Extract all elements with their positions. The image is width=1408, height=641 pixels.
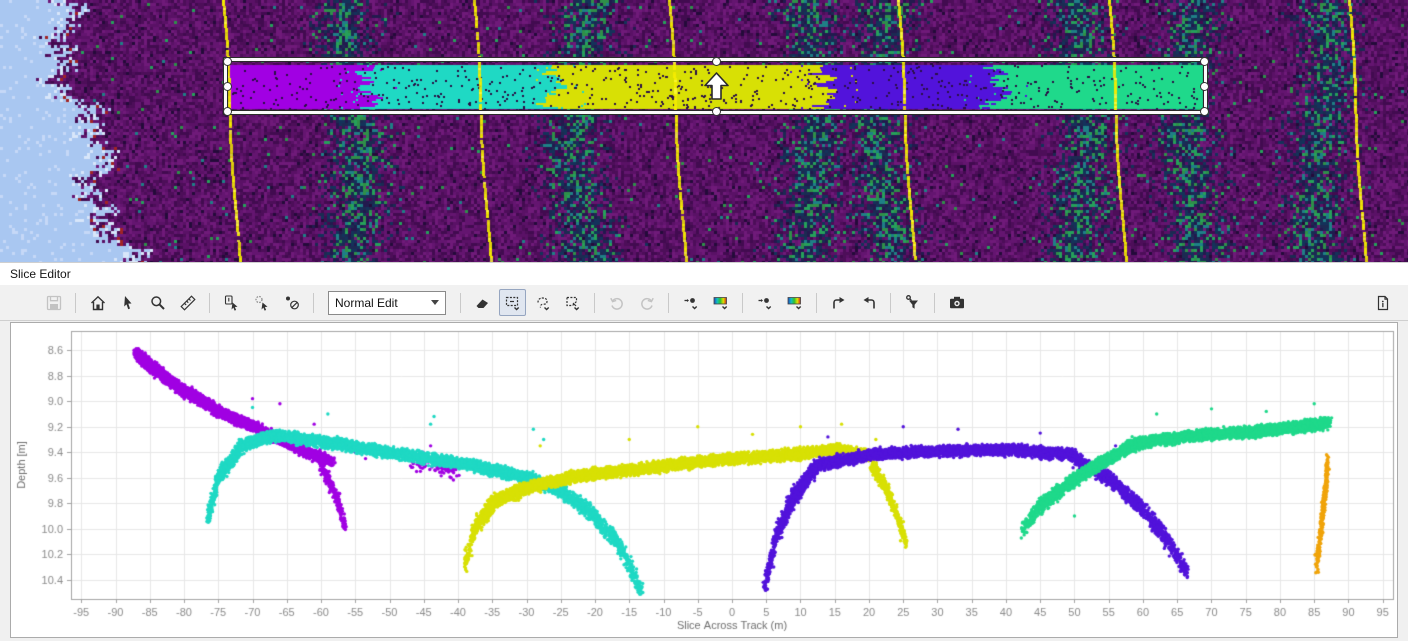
measure-button[interactable] <box>174 289 201 316</box>
polygon-select-icon <box>565 296 579 310</box>
save-button[interactable] <box>40 289 67 316</box>
toolbar-separator <box>75 292 76 313</box>
save-icon <box>46 295 61 310</box>
toolbar-separator <box>742 292 743 313</box>
selection-handle-bottom-left[interactable] <box>223 107 232 116</box>
rectangle-select-button[interactable] <box>499 289 526 316</box>
lasso-select-icon <box>536 296 549 310</box>
up-arrow-icon <box>704 72 729 100</box>
colormap-swatch-icon <box>787 296 801 309</box>
point-display-icon <box>758 297 771 309</box>
toolbar-separator <box>594 292 595 313</box>
point-select-button[interactable] <box>248 289 275 316</box>
undo-button[interactable] <box>603 289 630 316</box>
undo-icon <box>609 297 623 310</box>
eraser-button[interactable] <box>469 289 496 316</box>
toolbar-separator <box>668 292 669 313</box>
polygon-select-button[interactable] <box>559 289 586 316</box>
redo-icon <box>640 297 654 310</box>
redo-button[interactable] <box>633 289 660 316</box>
panel-header: Slice Editor <box>0 262 1408 285</box>
eraser-icon <box>476 299 488 308</box>
selection-handle-top-right[interactable] <box>1200 57 1209 66</box>
selection-handle-bottom-mid[interactable] <box>712 107 721 116</box>
toolbar-separator <box>209 292 210 313</box>
selection-handle-mid-right[interactable] <box>1200 82 1209 91</box>
rectangle-select-icon <box>505 296 519 310</box>
point-info-button[interactable] <box>218 289 245 316</box>
corner-arrow-left-button[interactable] <box>855 289 882 316</box>
info-document-button[interactable] <box>1369 289 1396 316</box>
info-document-icon <box>1377 295 1388 310</box>
selection-handle-mid-left[interactable] <box>223 82 232 91</box>
snapshot-button[interactable] <box>943 289 970 316</box>
reject-points-button[interactable] <box>751 289 778 316</box>
point-info-cursor-icon <box>224 294 237 311</box>
colormap-b-button[interactable] <box>781 289 808 316</box>
depth-scatter-canvas[interactable] <box>11 323 1397 637</box>
colormap-a-button[interactable] <box>707 289 734 316</box>
camera-icon <box>949 296 964 308</box>
point-flag-button[interactable] <box>278 289 305 316</box>
accept-points-button[interactable] <box>677 289 704 316</box>
point-reject-icon <box>285 296 299 309</box>
filter-button[interactable] <box>899 289 926 316</box>
select-cursor-button[interactable] <box>114 289 141 316</box>
toolbar-separator <box>890 292 891 313</box>
corner-arrow-right-icon <box>832 296 844 308</box>
selection-handle-bottom-right[interactable] <box>1200 107 1209 116</box>
magnifier-icon <box>150 295 165 310</box>
point-display-icon <box>684 297 697 309</box>
sonar-view[interactable] <box>0 0 1408 262</box>
slice-plot-panel <box>10 322 1398 638</box>
cursor-arrow-icon <box>123 295 131 309</box>
edit-mode-value: Normal Edit <box>335 295 398 310</box>
chevron-down-icon <box>431 300 439 305</box>
corner-arrow-left-icon <box>863 296 875 308</box>
toolbar-separator <box>816 292 817 313</box>
home-button[interactable] <box>84 289 111 316</box>
lasso-select-button[interactable] <box>529 289 556 316</box>
edit-mode-select[interactable]: Normal Edit <box>328 290 446 315</box>
toolbar: Normal Edit <box>0 285 1408 321</box>
toolbar-separator <box>934 292 935 313</box>
panel-title: Slice Editor <box>10 267 71 281</box>
sonar-canvas[interactable] <box>0 0 1408 262</box>
filter-funnel-icon <box>905 294 918 309</box>
home-icon <box>90 295 105 310</box>
toolbar-separator <box>460 292 461 313</box>
corner-arrow-right-button[interactable] <box>825 289 852 316</box>
colormap-swatch-icon <box>713 296 727 309</box>
ruler-icon <box>179 294 196 311</box>
point-select-cursor-icon <box>254 295 267 311</box>
selection-handle-top-mid[interactable] <box>712 57 721 66</box>
selection-handle-top-left[interactable] <box>223 57 232 66</box>
zoom-button[interactable] <box>144 289 171 316</box>
toolbar-separator <box>313 292 314 313</box>
